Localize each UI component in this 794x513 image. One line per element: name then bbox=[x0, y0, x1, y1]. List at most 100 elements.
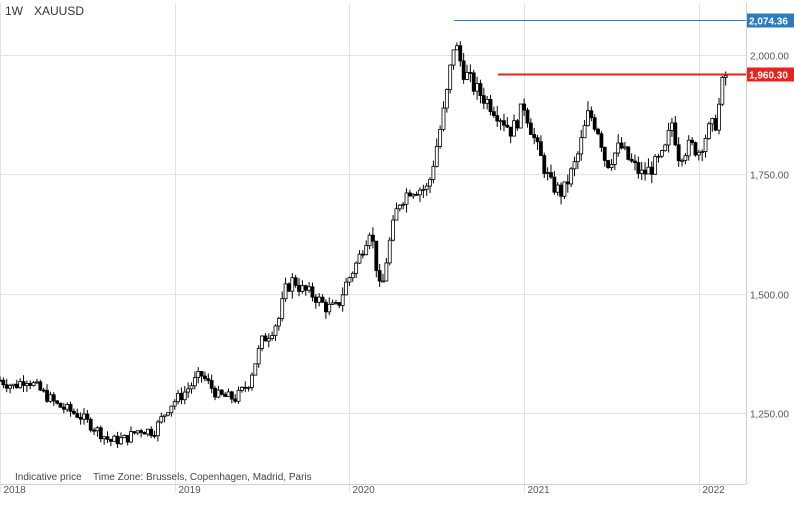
candle-body[interactable] bbox=[616, 142, 621, 154]
candle-body[interactable] bbox=[478, 83, 483, 96]
candle-body[interactable] bbox=[256, 347, 261, 365]
candle-body[interactable] bbox=[72, 410, 76, 414]
candle-body[interactable] bbox=[421, 188, 426, 191]
candle-body[interactable] bbox=[518, 103, 523, 129]
candle-body[interactable] bbox=[8, 385, 12, 389]
candle-body[interactable] bbox=[112, 435, 117, 442]
candle-body[interactable] bbox=[317, 296, 322, 303]
candle-body[interactable] bbox=[115, 435, 120, 445]
candle-body[interactable] bbox=[623, 146, 627, 149]
candle-body[interactable] bbox=[700, 151, 705, 153]
candle-body[interactable] bbox=[78, 416, 83, 420]
candle-body[interactable] bbox=[65, 404, 70, 410]
candle-body[interactable] bbox=[297, 284, 301, 292]
candle-body[interactable] bbox=[703, 137, 708, 152]
candle-body[interactable] bbox=[196, 371, 201, 379]
candle-body[interactable] bbox=[552, 176, 557, 193]
candle-body[interactable] bbox=[670, 122, 674, 131]
candle-body[interactable] bbox=[377, 270, 382, 282]
candle-body[interactable] bbox=[340, 294, 345, 306]
candle-body[interactable] bbox=[0, 379, 2, 382]
candle-body[interactable] bbox=[293, 277, 298, 286]
candle-body[interactable] bbox=[28, 383, 33, 386]
candle-body[interactable] bbox=[592, 117, 597, 130]
candle-body[interactable] bbox=[387, 239, 392, 264]
candle-body[interactable] bbox=[189, 385, 194, 390]
candle-body[interactable] bbox=[75, 412, 80, 418]
candle-body[interactable] bbox=[172, 401, 177, 407]
candle-body[interactable] bbox=[263, 335, 268, 342]
candle-body[interactable] bbox=[166, 412, 170, 416]
candle-body[interactable] bbox=[243, 386, 248, 389]
candle-body[interactable] bbox=[85, 413, 90, 420]
candle-body[interactable] bbox=[206, 378, 211, 381]
interval-label[interactable]: 1W bbox=[5, 4, 24, 18]
candle-body[interactable] bbox=[626, 146, 631, 160]
candle-body[interactable] bbox=[502, 120, 506, 126]
candle-body[interactable] bbox=[287, 283, 291, 292]
candle-body[interactable] bbox=[374, 240, 379, 271]
candle-body[interactable] bbox=[522, 103, 527, 111]
candle-body[interactable] bbox=[636, 162, 641, 174]
symbol-label[interactable]: XAUUSD bbox=[34, 4, 84, 18]
candle-body[interactable] bbox=[582, 125, 587, 139]
candle-body[interactable] bbox=[240, 386, 244, 391]
candle-body[interactable] bbox=[152, 435, 157, 437]
candle-body[interactable] bbox=[313, 296, 318, 303]
candle-body[interactable] bbox=[169, 405, 174, 414]
candle-body[interactable] bbox=[119, 437, 123, 445]
candle-body[interactable] bbox=[596, 128, 600, 135]
candle-body[interactable] bbox=[14, 383, 19, 389]
candle-body[interactable] bbox=[418, 189, 422, 196]
candle-body[interactable] bbox=[401, 203, 406, 206]
candle-body[interactable] bbox=[633, 160, 637, 163]
candle-body[interactable] bbox=[693, 142, 698, 156]
candle-body[interactable] bbox=[508, 126, 513, 137]
candle-body[interactable] bbox=[162, 414, 167, 418]
candle-body[interactable] bbox=[619, 142, 624, 149]
candle-body[interactable] bbox=[643, 169, 647, 175]
candle-body[interactable] bbox=[639, 169, 644, 174]
candle-body[interactable] bbox=[192, 377, 197, 387]
candle-body[interactable] bbox=[515, 120, 520, 129]
candle-body[interactable] bbox=[270, 335, 275, 340]
candle-body[interactable] bbox=[723, 75, 728, 78]
candle-body[interactable] bbox=[41, 389, 46, 392]
candle-body[interactable] bbox=[381, 280, 385, 283]
candle-body[interactable] bbox=[61, 406, 66, 410]
candle-body[interactable] bbox=[199, 371, 204, 377]
candle-body[interactable] bbox=[680, 159, 684, 162]
candle-body[interactable] bbox=[38, 381, 43, 391]
candle-body[interactable] bbox=[310, 286, 315, 298]
candle-body[interactable] bbox=[663, 144, 668, 152]
candle-body[interactable] bbox=[186, 388, 191, 393]
candle-body[interactable] bbox=[219, 389, 224, 395]
candle-body[interactable] bbox=[384, 262, 389, 282]
candle-body[interactable] bbox=[565, 181, 570, 185]
candle-body[interactable] bbox=[213, 387, 217, 398]
candle-body[interactable] bbox=[448, 64, 453, 90]
candle-body[interactable] bbox=[717, 103, 721, 131]
candle-body[interactable] bbox=[350, 272, 355, 279]
candle-body[interactable] bbox=[599, 133, 604, 148]
candle-body[interactable] bbox=[371, 234, 375, 242]
candle-body[interactable] bbox=[48, 394, 53, 402]
candle-body[interactable] bbox=[545, 172, 550, 174]
candle-body[interactable] bbox=[481, 95, 486, 104]
candle-body[interactable] bbox=[283, 283, 288, 300]
candle-body[interactable] bbox=[569, 168, 574, 185]
candle-body[interactable] bbox=[411, 193, 416, 197]
candle-body[interactable] bbox=[223, 393, 228, 397]
candle-body[interactable] bbox=[357, 253, 362, 264]
candle-body[interactable] bbox=[31, 382, 36, 386]
candle-body[interactable] bbox=[488, 98, 493, 113]
candle-body[interactable] bbox=[92, 429, 96, 432]
candle-body[interactable] bbox=[364, 245, 369, 256]
candle-body[interactable] bbox=[407, 192, 412, 197]
candle-body[interactable] bbox=[250, 374, 254, 388]
candle-body[interactable] bbox=[720, 77, 725, 105]
candle-body[interactable] bbox=[344, 281, 348, 296]
candle-body[interactable] bbox=[549, 172, 553, 178]
candle-body[interactable] bbox=[397, 204, 402, 210]
